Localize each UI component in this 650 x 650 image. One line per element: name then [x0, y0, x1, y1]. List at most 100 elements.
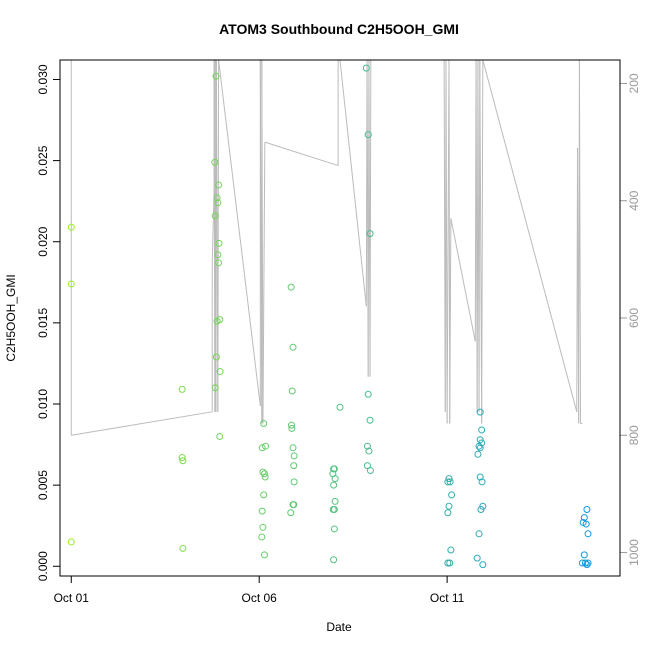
pressure-line-segment [481, 59, 484, 424]
pressure-line-segment [449, 218, 452, 424]
data-point [475, 530, 483, 538]
data-point [67, 223, 75, 231]
data-point [476, 408, 484, 416]
pressure-line-segment [262, 142, 266, 424]
data-point [364, 390, 372, 398]
data-point [363, 442, 371, 450]
data-point [362, 64, 370, 72]
data-point [260, 551, 268, 559]
data-point [582, 520, 590, 528]
y2-tick-label: 800 [627, 425, 641, 445]
data-point [445, 475, 453, 483]
data-point [288, 424, 296, 432]
y-tick-label: 0.010 [36, 389, 50, 419]
data-point [211, 158, 219, 166]
y-axis-label: C2H5OOH_GMI [4, 274, 18, 361]
data-point [211, 384, 219, 392]
pressure-line-segment [450, 218, 476, 342]
data-point [473, 554, 481, 562]
data-point [213, 194, 221, 202]
data-point [584, 559, 592, 567]
data-point [260, 470, 268, 478]
axes-layer: Oct 01 Oct 06 Oct 11 0.000 0.005 0.010 0.015 0.… [36, 64, 641, 605]
data-point [216, 432, 224, 440]
pressure-line-segment [369, 59, 372, 377]
y-tick-label: 0.015 [36, 308, 50, 338]
data-point [364, 131, 372, 139]
data-point [330, 505, 338, 513]
data-point [478, 478, 486, 486]
data-point [476, 444, 484, 452]
pressure-line-segment [482, 59, 578, 412]
data-point [290, 501, 298, 509]
data-point [331, 497, 339, 505]
pressure-line-segment [578, 59, 582, 424]
data-point [258, 507, 266, 515]
data-point [215, 181, 223, 189]
data-point [584, 530, 592, 538]
pressure-line-segment [264, 141, 339, 167]
data-point [258, 444, 266, 452]
pressure-line-segment [217, 59, 220, 412]
data-point [67, 538, 75, 546]
data-point [580, 551, 588, 559]
data-point [262, 442, 270, 450]
data-point [259, 523, 267, 531]
y2-tick-label: 200 [627, 73, 641, 93]
data-point [366, 416, 374, 424]
pressure-line-segment [445, 59, 448, 424]
data-point [214, 199, 222, 207]
x-axis-label: Date [326, 620, 352, 634]
data-point [444, 478, 452, 486]
data-point [212, 72, 220, 80]
data-point [215, 259, 223, 267]
data-point [67, 280, 75, 288]
y2-tick-label: 400 [627, 190, 641, 210]
data-point [211, 212, 219, 220]
data-point [288, 421, 296, 429]
pressure-line-segment [211, 188, 215, 266]
data-point [476, 436, 484, 444]
plot-frame [59, 59, 621, 577]
y2-tick-label: 1000 [627, 539, 641, 566]
pressure-line-segment [261, 59, 264, 424]
data-point [179, 544, 187, 552]
data-point [583, 505, 591, 513]
data-point [290, 462, 298, 470]
data-point [290, 478, 298, 486]
data-point [289, 343, 297, 351]
data-point [366, 467, 374, 475]
pressure-line-segment [339, 59, 367, 307]
data-point [477, 505, 485, 513]
data-point [365, 447, 373, 455]
data-point [179, 457, 187, 465]
pressure-line-segment [218, 59, 261, 407]
data-point [444, 509, 452, 517]
data-point [363, 462, 371, 470]
data-point [366, 230, 374, 238]
data-point [580, 514, 588, 522]
x-tick-label: Oct 11 [430, 591, 465, 605]
x-tick-label: Oct 01 [54, 591, 90, 605]
y2-tick-label: 600 [627, 308, 641, 328]
data-point [287, 283, 295, 291]
data-point [178, 454, 186, 462]
x-tick-label: Oct 06 [242, 591, 278, 605]
data-point [330, 465, 338, 473]
data-point [331, 475, 339, 483]
data-point [288, 387, 296, 395]
points-layer [67, 64, 592, 569]
data-point [287, 509, 295, 517]
data-point [448, 491, 456, 499]
data-point [447, 546, 455, 554]
data-point [258, 533, 266, 541]
data-point [444, 559, 452, 567]
pressure-line-layer [70, 59, 583, 436]
data-point [260, 419, 268, 427]
data-point [474, 450, 482, 458]
pressure-line-segment [479, 59, 483, 424]
data-point [214, 251, 222, 259]
data-point [445, 502, 453, 510]
